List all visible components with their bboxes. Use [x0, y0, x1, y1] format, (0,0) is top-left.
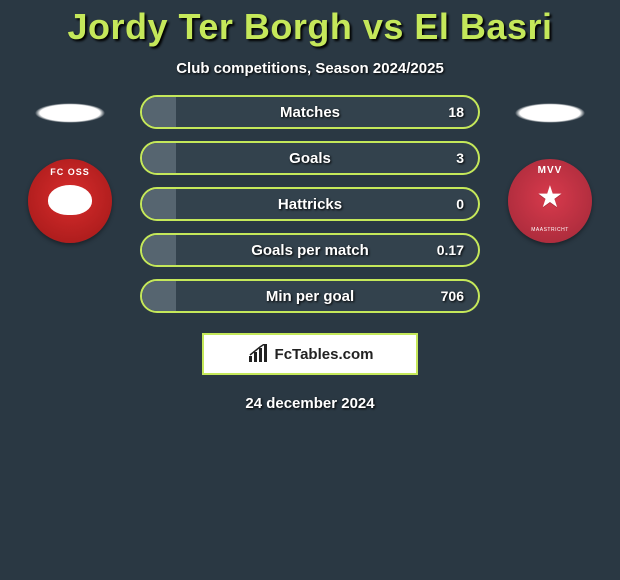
- left-player-col: FC OSS: [16, 95, 124, 243]
- stat-fill: [142, 143, 176, 173]
- stat-fill: [142, 97, 176, 127]
- stat-value-right: 3: [456, 150, 464, 166]
- left-team-short: FC OSS: [50, 167, 90, 177]
- stat-value-right: 0.17: [437, 242, 464, 258]
- branding-box: FcTables.com: [202, 333, 418, 375]
- stat-fill: [142, 235, 176, 265]
- subtitle: Club competitions, Season 2024/2025: [176, 60, 444, 77]
- right-player-col: MVV ★ MAASTRICHT: [496, 95, 604, 243]
- stat-label: Min per goal: [266, 288, 354, 305]
- stat-label: Hattricks: [278, 196, 342, 213]
- stat-value-right: 706: [441, 288, 464, 304]
- page-title: Jordy Ter Borgh vs El Basri: [68, 6, 553, 48]
- right-team-short: MVV: [538, 165, 563, 176]
- stat-bar: Goals per match 0.17: [140, 233, 480, 267]
- right-team-sub: MAASTRICHT: [531, 227, 569, 233]
- stat-fill: [142, 189, 176, 219]
- date-text: 24 december 2024: [245, 395, 374, 412]
- stat-bar: Matches 18: [140, 95, 480, 129]
- main-row: FC OSS Matches 18 Goals 3 Hattricks 0 Goals pe…: [0, 95, 620, 313]
- stat-label: Goals: [289, 150, 331, 167]
- stat-bar: Min per goal 706: [140, 279, 480, 313]
- stat-label: Matches: [280, 104, 340, 121]
- branding-text: FcTables.com: [275, 346, 374, 363]
- stat-bar: Goals 3: [140, 141, 480, 175]
- left-player-photo: [20, 99, 120, 127]
- stat-value-right: 0: [456, 196, 464, 212]
- right-team-crest: MVV ★ MAASTRICHT: [508, 159, 592, 243]
- star-icon: ★: [537, 183, 564, 213]
- stats-column: Matches 18 Goals 3 Hattricks 0 Goals per match…: [140, 95, 480, 313]
- stat-fill: [142, 281, 176, 311]
- chart-icon: [247, 344, 271, 364]
- right-player-photo: [500, 99, 600, 127]
- stat-label: Goals per match: [251, 242, 369, 259]
- stat-bar: Hattricks 0: [140, 187, 480, 221]
- stat-value-right: 18: [448, 104, 464, 120]
- left-team-crest: FC OSS: [28, 159, 112, 243]
